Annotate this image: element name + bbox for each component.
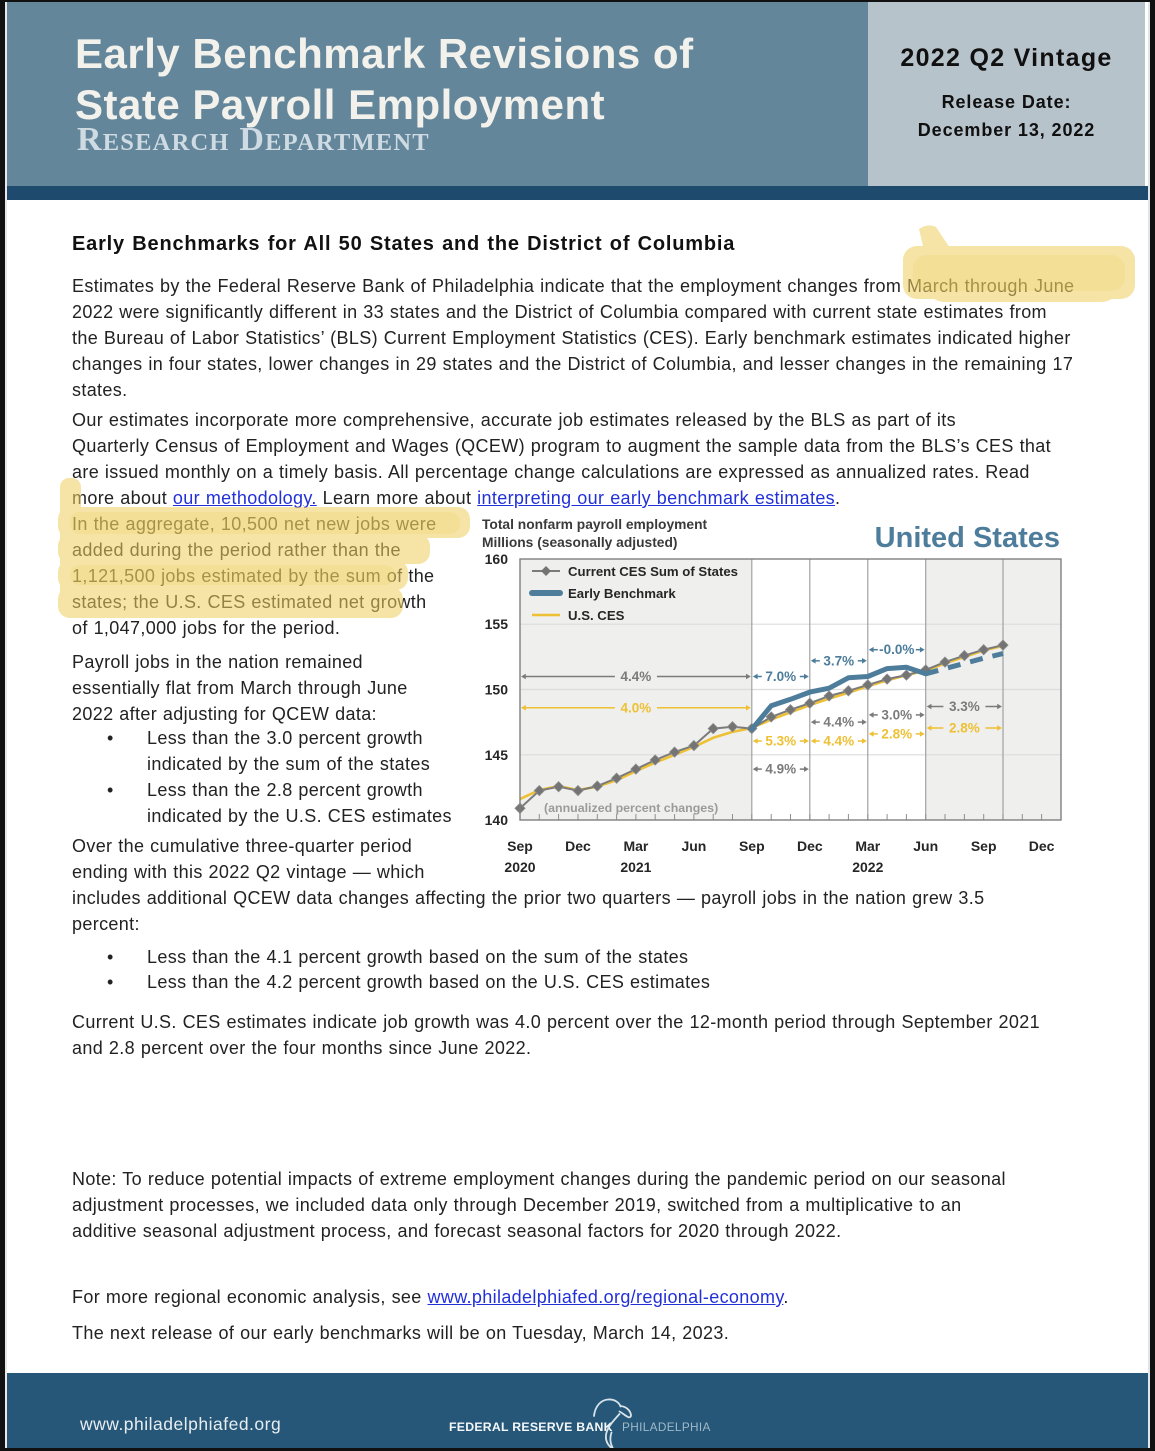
svg-text:145: 145: [485, 747, 509, 763]
svg-text:5.3%: 5.3%: [765, 734, 796, 749]
svg-text:Jun: Jun: [913, 838, 938, 854]
svg-text:4.9%: 4.9%: [765, 762, 796, 777]
svg-text:155: 155: [485, 616, 509, 632]
svg-text:4.4%: 4.4%: [621, 669, 652, 684]
svg-text:2020: 2020: [504, 859, 535, 875]
svg-text:Dec: Dec: [797, 838, 823, 854]
svg-text:Jun: Jun: [681, 838, 706, 854]
svg-text:-0.0%: -0.0%: [879, 642, 914, 657]
svg-text:2022: 2022: [852, 859, 883, 875]
svg-text:140: 140: [485, 812, 509, 828]
svg-text:Dec: Dec: [565, 838, 591, 854]
svg-text:Total nonfarm payroll employme: Total nonfarm payroll employment: [482, 517, 708, 532]
svg-text:U.S. CES: U.S. CES: [568, 608, 625, 623]
svg-text:Current CES Sum of States: Current CES Sum of States: [568, 564, 738, 579]
svg-text:Mar: Mar: [623, 838, 648, 854]
svg-text:(annualized percent changes): (annualized percent changes): [544, 801, 718, 815]
svg-text:2.8%: 2.8%: [949, 721, 980, 736]
svg-text:Dec: Dec: [1029, 838, 1055, 854]
svg-text:3.7%: 3.7%: [823, 653, 854, 668]
svg-text:Sep: Sep: [971, 838, 997, 854]
svg-text:4.4%: 4.4%: [823, 734, 854, 749]
svg-text:3.0%: 3.0%: [881, 707, 912, 722]
svg-text:2021: 2021: [620, 859, 651, 875]
svg-text:Early Benchmark: Early Benchmark: [568, 586, 676, 601]
svg-text:7.0%: 7.0%: [765, 669, 796, 684]
svg-text:Sep: Sep: [507, 838, 533, 854]
svg-text:United States: United States: [875, 522, 1060, 554]
svg-text:Mar: Mar: [855, 838, 880, 854]
svg-text:Sep: Sep: [739, 838, 765, 854]
svg-text:150: 150: [485, 682, 509, 698]
svg-text:Millions (seasonally adjusted): Millions (seasonally adjusted): [482, 535, 678, 550]
svg-text:160: 160: [485, 551, 509, 567]
svg-text:4.4%: 4.4%: [823, 715, 854, 730]
svg-text:3.3%: 3.3%: [949, 699, 980, 714]
svg-text:4.0%: 4.0%: [621, 700, 652, 715]
svg-text:2.8%: 2.8%: [881, 726, 912, 741]
